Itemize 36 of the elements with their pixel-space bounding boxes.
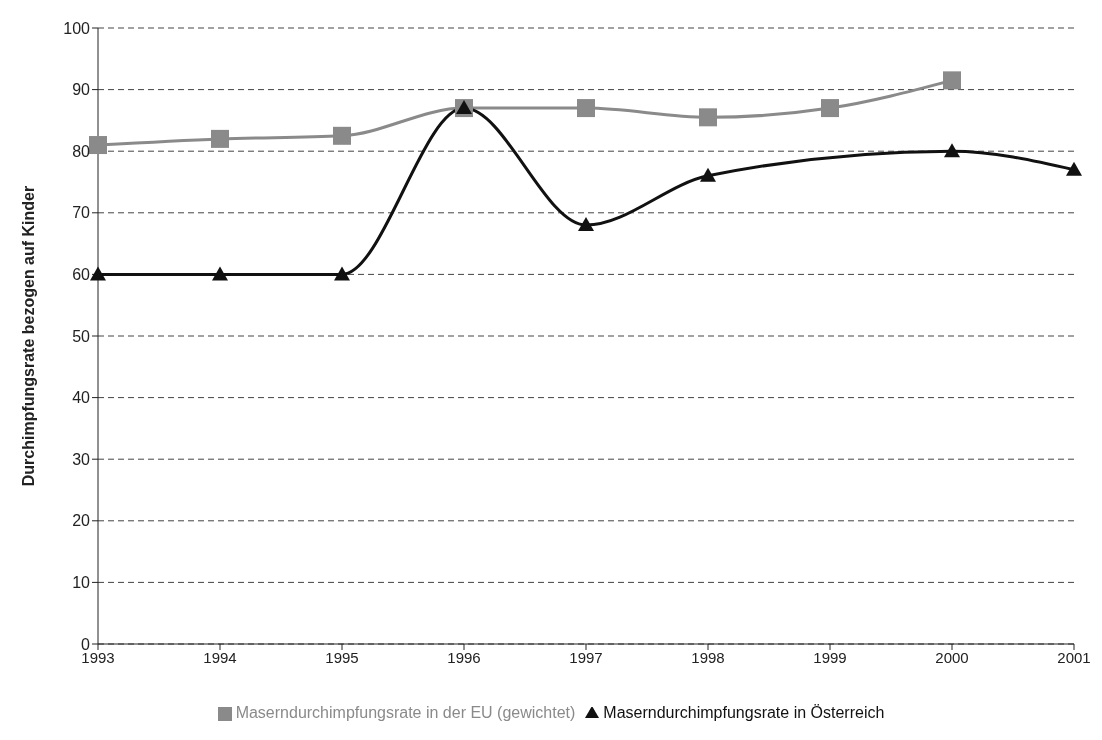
- point: [89, 136, 107, 155]
- x-tick-label: 1994: [203, 648, 237, 666]
- point: [700, 167, 716, 182]
- y-tick-label: 50: [72, 327, 91, 345]
- point: [1066, 161, 1082, 176]
- point: [821, 99, 839, 118]
- y-tick-label: 100: [63, 19, 91, 37]
- y-tick-label: 40: [72, 389, 91, 407]
- point: [211, 129, 229, 148]
- point: [333, 126, 351, 145]
- point: [943, 71, 961, 90]
- x-tick-label: 1999: [813, 648, 847, 666]
- point: [334, 266, 350, 281]
- y-axis-title: Durchimpfungsrate bezogen auf Kinder: [19, 185, 37, 487]
- y-tick-label: 20: [72, 512, 91, 530]
- point: [578, 217, 594, 232]
- legend-label: Maserndurchimpfungsrate in der EU (gewichtet): [235, 704, 576, 721]
- point: [944, 143, 960, 158]
- y-tick-label: 30: [72, 450, 91, 468]
- y-tick-label: 80: [72, 142, 91, 160]
- y-tick-label: 60: [72, 266, 91, 284]
- x-tick-label: 1997: [569, 648, 603, 666]
- x-tick-label: 1995: [325, 648, 359, 666]
- y-tick-label: 70: [72, 204, 91, 222]
- x-tick-label: 1998: [691, 648, 725, 666]
- y-tick-label: 10: [72, 574, 91, 592]
- point: [577, 99, 595, 118]
- point: [699, 108, 717, 127]
- legend-label: Maserndurchimpfungsrate in Österreich: [603, 704, 885, 721]
- point: [212, 266, 228, 281]
- x-tick-label: 1996: [447, 648, 481, 666]
- y-tick-label: 90: [72, 81, 91, 99]
- point: [90, 266, 106, 281]
- y-tick-label: 0: [81, 635, 91, 653]
- x-tick-label: 2001: [1057, 648, 1091, 666]
- x-tick-label: 2000: [935, 648, 969, 666]
